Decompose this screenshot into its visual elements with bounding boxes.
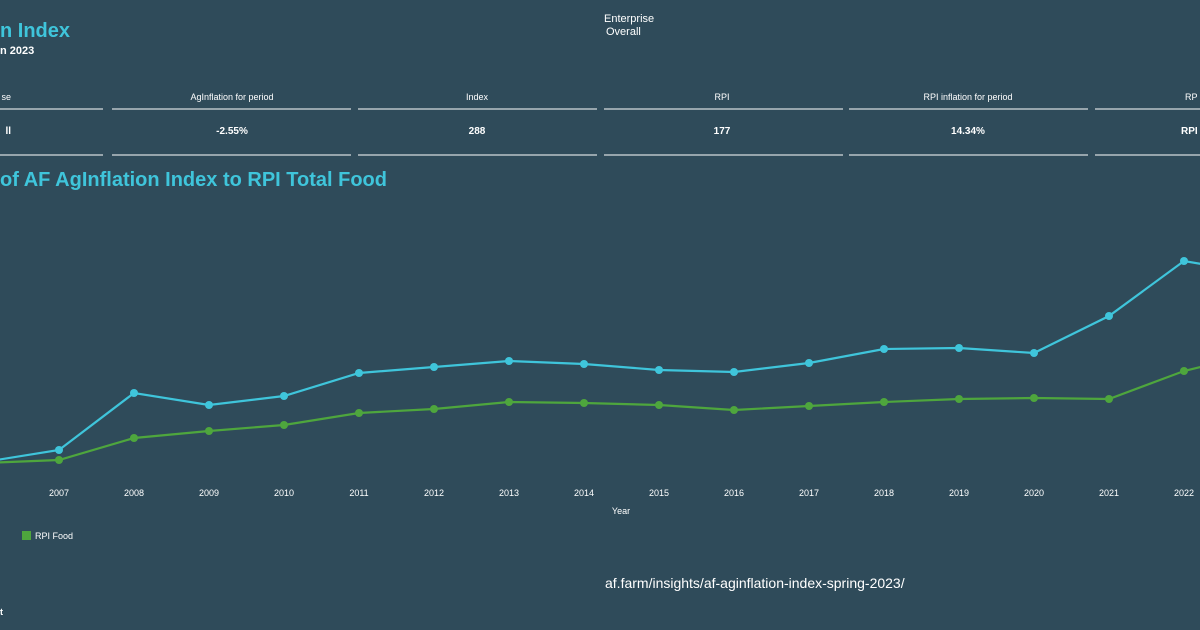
- data-point: [205, 427, 213, 435]
- x-tick-label: 2011: [349, 488, 368, 498]
- x-tick-label: 2017: [799, 488, 819, 498]
- data-point: [355, 369, 363, 377]
- x-tick-label: 2016: [724, 488, 744, 498]
- column-header: RPI inflation for period: [923, 92, 1012, 102]
- data-point: [655, 401, 663, 409]
- column-header: RP: [1185, 92, 1198, 102]
- data-point: [955, 344, 963, 352]
- data-point: [880, 345, 888, 353]
- x-tick-label: 2022: [1174, 488, 1194, 498]
- x-tick-label: 2020: [1024, 488, 1044, 498]
- x-axis-title: Year: [612, 506, 630, 516]
- data-point: [505, 398, 513, 406]
- data-point: [580, 360, 588, 368]
- data-point: [805, 402, 813, 410]
- data-point: [1105, 312, 1113, 320]
- column-header: RPI: [714, 92, 729, 102]
- legend-label: RPI Food: [35, 531, 73, 541]
- x-tick-label: 2008: [124, 488, 144, 498]
- data-point: [955, 395, 963, 403]
- table-cell: -2.55%: [216, 126, 248, 137]
- data-point: [1030, 394, 1038, 402]
- column-header: AgInflation for period: [190, 92, 273, 102]
- x-tick-label: 2014: [574, 488, 594, 498]
- data-point: [880, 398, 888, 406]
- dashboard-subtitle: n 2023: [0, 45, 34, 57]
- data-point: [430, 405, 438, 413]
- data-point: [130, 389, 138, 397]
- data-point: [655, 366, 663, 374]
- filter-value[interactable]: Overall: [606, 26, 641, 38]
- x-tick-label: 2018: [874, 488, 894, 498]
- data-point: [55, 456, 63, 464]
- series-line: [0, 366, 1200, 464]
- summary-table: se AgInflation for period Index RPI RPI infl…: [0, 92, 1200, 156]
- data-point: [730, 368, 738, 376]
- x-tick-label: 2010: [274, 488, 294, 498]
- table-cell: RPI: [1181, 126, 1198, 137]
- x-tick-label: 2012: [424, 488, 444, 498]
- footer-note: t: [0, 607, 3, 617]
- column-header: Index: [466, 92, 489, 102]
- x-tick-label: 2021: [1099, 488, 1119, 498]
- filter-label: Enterprise: [604, 13, 654, 25]
- data-point: [280, 421, 288, 429]
- table-cell: ll: [5, 126, 11, 137]
- data-point: [805, 359, 813, 367]
- data-point: [1180, 367, 1188, 375]
- chart: 2007 2008 2009 2010 2011 2012 2013 2014 2015 2016…: [0, 257, 1200, 541]
- data-point: [580, 399, 588, 407]
- footer-url[interactable]: af.farm/insights/af-aginflation-index-sp…: [605, 575, 905, 591]
- table-cell: 14.34%: [951, 126, 985, 137]
- chart-title: of AF AgInflation Index to RPI Total Foo…: [0, 169, 387, 191]
- data-point: [205, 401, 213, 409]
- data-point: [130, 434, 138, 442]
- data-point: [1105, 395, 1113, 403]
- data-point: [505, 357, 513, 365]
- data-point: [1030, 349, 1038, 357]
- data-point: [355, 409, 363, 417]
- x-tick-label: 2007: [49, 488, 69, 498]
- data-point: [1180, 257, 1188, 265]
- data-point: [430, 363, 438, 371]
- x-tick-label: 2013: [499, 488, 519, 498]
- x-tick-label: 2009: [199, 488, 219, 498]
- x-tick-label: 2015: [649, 488, 669, 498]
- table-cell: 288: [469, 126, 486, 137]
- data-point: [730, 406, 738, 414]
- data-point: [280, 392, 288, 400]
- table-cell: 177: [714, 126, 731, 137]
- dashboard-title: n Index: [0, 20, 70, 42]
- x-tick-label: 2019: [949, 488, 969, 498]
- data-point: [55, 446, 63, 454]
- legend-swatch: [22, 531, 31, 540]
- series-line: [0, 259, 1200, 461]
- column-header: se: [1, 92, 11, 102]
